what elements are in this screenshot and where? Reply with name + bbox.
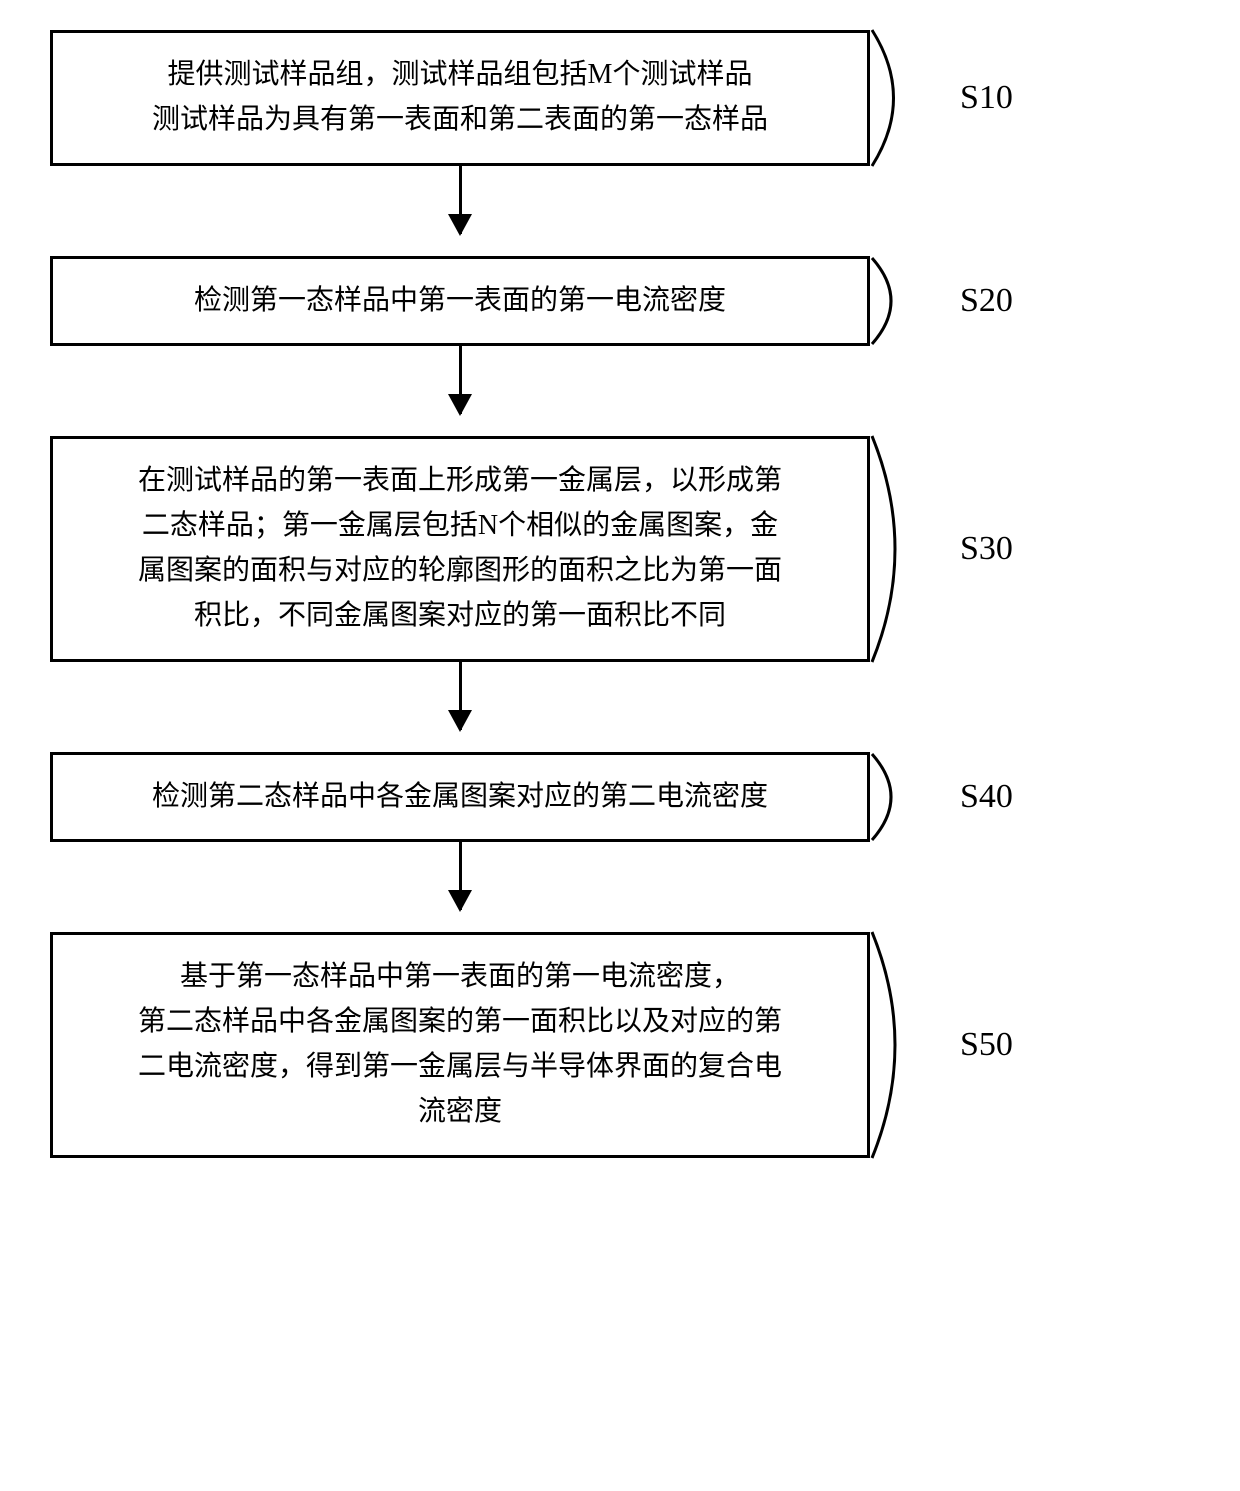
label-connector: S20 — [870, 271, 1190, 331]
step-text: 测试样品为具有第一表面和第二表面的第一态样品 — [152, 98, 768, 143]
flowchart-container: 提供测试样品组，测试样品组包括M个测试样品 测试样品为具有第一表面和第二表面的第… — [50, 30, 1190, 1158]
label-connector: S30 — [870, 519, 1190, 579]
step-label: S50 — [960, 1026, 1013, 1064]
step-text: 第二态样品中各金属图案的第一面积比以及对应的第 — [138, 1000, 782, 1045]
step-text: 二电流密度，得到第一金属层与半导体界面的复合电 — [138, 1045, 782, 1090]
step-box-s10: 提供测试样品组，测试样品组包括M个测试样品 测试样品为具有第一表面和第二表面的第… — [50, 30, 870, 166]
step-text: 检测第二态样品中各金属图案对应的第二电流密度 — [152, 775, 768, 820]
label-connector: S10 — [870, 68, 1190, 128]
step-text: 二态样品；第一金属层包括N个相似的金属图案，金 — [142, 504, 778, 549]
curve-icon — [870, 68, 950, 128]
label-connector: S40 — [870, 767, 1190, 827]
step-label: S10 — [960, 79, 1013, 117]
step-row-s50: 基于第一态样品中第一表面的第一电流密度， 第二态样品中各金属图案的第一面积比以及… — [50, 932, 1190, 1157]
arrow-row — [50, 346, 1190, 436]
step-box-s30: 在测试样品的第一表面上形成第一金属层，以形成第 二态样品；第一金属层包括N个相似… — [50, 436, 870, 661]
curve-icon — [870, 1015, 950, 1075]
step-row-s40: 检测第二态样品中各金属图案对应的第二电流密度 S40 — [50, 752, 1190, 843]
step-box-s50: 基于第一态样品中第一表面的第一电流密度， 第二态样品中各金属图案的第一面积比以及… — [50, 932, 870, 1157]
step-box-s20: 检测第一态样品中第一表面的第一电流密度 — [50, 256, 870, 347]
step-text: 流密度 — [418, 1090, 502, 1135]
step-text: 基于第一态样品中第一表面的第一电流密度， — [180, 955, 740, 1000]
curve-icon — [870, 271, 950, 331]
curve-icon — [870, 767, 950, 827]
arrow-down-icon — [50, 346, 870, 436]
curve-icon — [870, 519, 950, 579]
label-connector: S50 — [870, 1015, 1190, 1075]
arrow-down-icon — [50, 166, 870, 256]
step-text: 属图案的面积与对应的轮廓图形的面积之比为第一面 — [138, 549, 782, 594]
step-label: S40 — [960, 778, 1013, 816]
arrow-down-icon — [50, 842, 870, 932]
step-label: S30 — [960, 530, 1013, 568]
step-row-s10: 提供测试样品组，测试样品组包括M个测试样品 测试样品为具有第一表面和第二表面的第… — [50, 30, 1190, 166]
step-row-s30: 在测试样品的第一表面上形成第一金属层，以形成第 二态样品；第一金属层包括N个相似… — [50, 436, 1190, 661]
arrow-row — [50, 166, 1190, 256]
step-label: S20 — [960, 282, 1013, 320]
arrow-down-icon — [50, 662, 870, 752]
step-text: 积比，不同金属图案对应的第一面积比不同 — [194, 594, 726, 639]
step-text: 提供测试样品组，测试样品组包括M个测试样品 — [168, 53, 753, 98]
step-box-s40: 检测第二态样品中各金属图案对应的第二电流密度 — [50, 752, 870, 843]
step-text: 检测第一态样品中第一表面的第一电流密度 — [194, 279, 726, 324]
arrow-row — [50, 662, 1190, 752]
step-text: 在测试样品的第一表面上形成第一金属层，以形成第 — [138, 459, 782, 504]
arrow-row — [50, 842, 1190, 932]
step-row-s20: 检测第一态样品中第一表面的第一电流密度 S20 — [50, 256, 1190, 347]
